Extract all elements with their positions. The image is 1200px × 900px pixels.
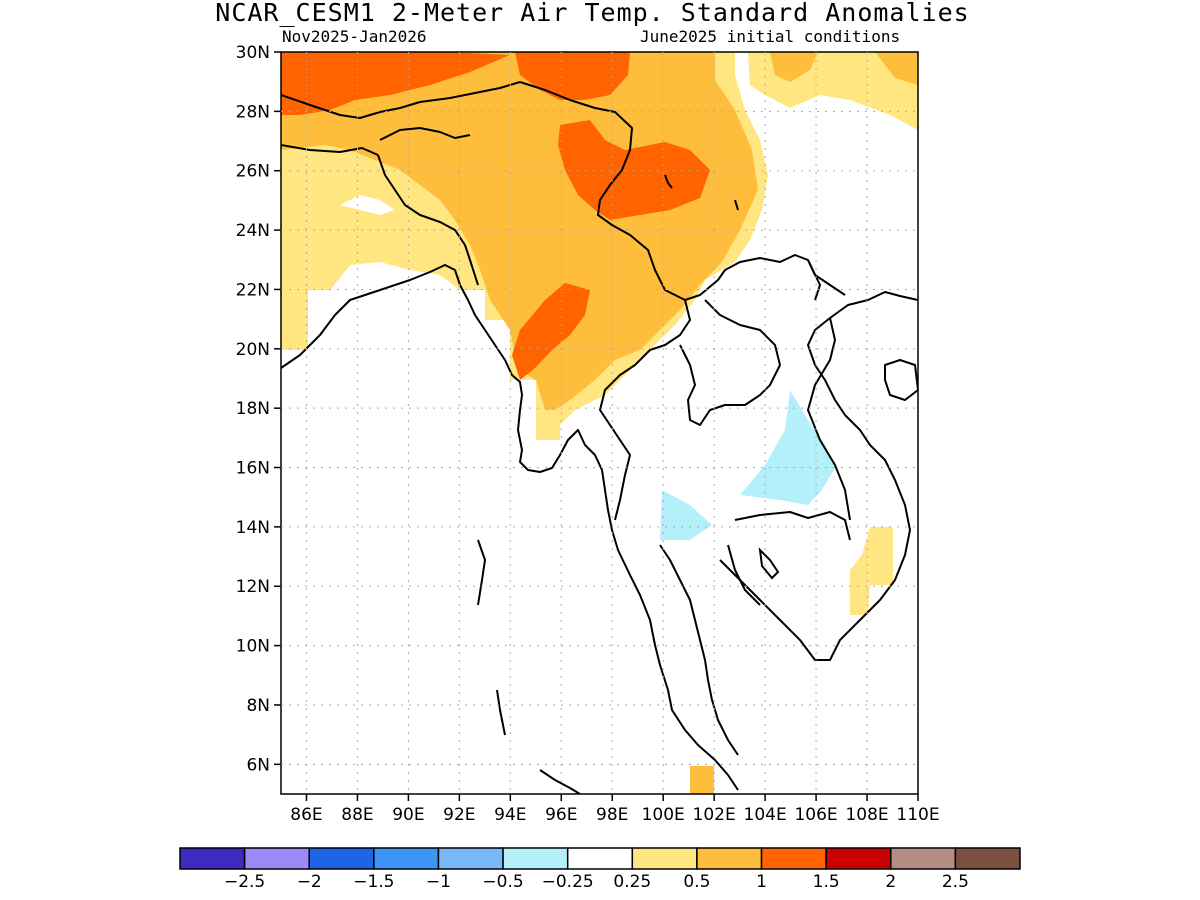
colorbar-swatch	[825, 847, 892, 870]
colorbar-swatch	[890, 847, 957, 870]
coastline-india-bangladesh	[281, 264, 739, 791]
colorbar-swatch	[954, 847, 1021, 870]
fill-1-5-to-2-north	[515, 52, 630, 100]
lat-tick-label: 12N	[236, 577, 270, 597]
border-laos	[679, 254, 846, 426]
colorbar-label: −0.5	[482, 872, 523, 892]
lon-tick-label: 90E	[392, 805, 424, 825]
colorbar-swatch	[179, 847, 246, 870]
colorbar-swatch	[373, 847, 440, 870]
colorbar-label: 2.5	[942, 872, 969, 892]
border-bangladesh	[377, 154, 479, 286]
lon-tick-label: 92E	[443, 805, 475, 825]
island-feature	[664, 174, 673, 189]
colorbar-swatch	[760, 847, 827, 870]
fill-1-to-1-5-peninsula	[690, 766, 714, 794]
lat-tick-label: 26N	[236, 162, 270, 182]
lon-tick-label: 104E	[744, 805, 787, 825]
lat-tick-label: 14N	[236, 518, 270, 538]
colorbar-label: 2	[885, 872, 896, 892]
border-laos-vietnam	[807, 259, 851, 521]
colorbar-label: 0.25	[613, 872, 651, 892]
coastline-andaman	[477, 539, 486, 606]
lon-tick-label: 88E	[341, 805, 373, 825]
colorbar: −2.5 −2 −1.5 −1 −0.5 −0.25 0.25 0.5 1 1.5 2 2.5	[179, 847, 1021, 892]
colorbar-label: 0.5	[683, 872, 710, 892]
colorbar-swatch	[437, 847, 504, 870]
lon-tick-label: 98E	[596, 805, 628, 825]
colorbar-label: −2.5	[224, 872, 265, 892]
coastline-malay	[539, 769, 581, 794]
border-thailand-cambodia	[727, 511, 851, 606]
lat-tick-label: 20N	[236, 340, 270, 360]
border-bhutan	[379, 127, 471, 141]
island-feature	[734, 199, 739, 211]
fill-1-5-to-2-south	[512, 283, 590, 380]
initial-conditions: June2025 initial conditions	[640, 27, 901, 46]
lat-tick-label: 10N	[236, 637, 270, 657]
anomaly-fills	[281, 52, 918, 794]
lon-tick-label: 86E	[290, 805, 322, 825]
colorbar-label: 1	[756, 872, 767, 892]
fill-1-to-1-5-ne	[770, 52, 818, 82]
lat-tick-label: 24N	[236, 221, 270, 241]
lon-tick-label: 96E	[545, 805, 577, 825]
lat-tick-label: 28N	[236, 102, 270, 122]
coastline-cambodia-vietnam	[719, 291, 918, 661]
lakes-and-islands	[664, 174, 780, 580]
map-title: NCAR_CESM1 2-Meter Air Temp. Standard An…	[215, 0, 970, 27]
colorbar-label: −1	[426, 872, 451, 892]
border-india-nepal	[281, 144, 379, 156]
fill-1-to-1-5-main	[281, 52, 758, 410]
colorbar-label: 1.5	[813, 872, 840, 892]
coastlines	[281, 81, 918, 794]
lat-tick-label: 18N	[236, 399, 270, 419]
lat-tick-label: 22N	[236, 280, 270, 300]
lon-tick-label: 108E	[845, 805, 888, 825]
coastline-hainan	[884, 359, 918, 401]
colorbar-swatch	[631, 847, 698, 870]
lon-tick-label: 110E	[896, 805, 939, 825]
colorbar-label: −0.25	[542, 872, 594, 892]
map-frame	[280, 51, 919, 795]
coastline-thai-gulf	[659, 544, 739, 756]
fill-1-5-to-2-central	[558, 120, 710, 220]
fill-1-to-1-5-ne2	[875, 52, 918, 85]
fill-white-gap-bangladesh	[340, 195, 395, 215]
axis-labels: 30N 28N 26N 24N 22N 20N 18N 16N 14N 12N 10N 8N 6N 86E…	[236, 43, 940, 825]
forecast-period: Nov2025-Jan2026	[282, 27, 427, 46]
lon-tick-label: 100E	[642, 805, 685, 825]
border-myanmar-thailand	[599, 299, 691, 521]
fill-white-gap-north	[735, 52, 748, 85]
lon-tick-label: 106E	[794, 805, 837, 825]
colorbar-label: −2	[297, 872, 322, 892]
colorbar-swatch	[502, 847, 569, 870]
colorbar-swatch	[566, 847, 634, 870]
colorbar-swatch	[696, 847, 763, 870]
lat-tick-label: 30N	[236, 43, 270, 63]
fill-1-5-to-2-nw	[281, 52, 510, 115]
lake-tonle-sap	[758, 547, 780, 580]
colorbar-swatch	[308, 847, 375, 870]
lat-tick-label: 16N	[236, 459, 270, 479]
lat-tick-label: 8N	[246, 696, 270, 716]
coastline-nicobar	[496, 689, 506, 736]
lon-tick-label: 94E	[494, 805, 526, 825]
lat-tick-label: 6N	[246, 755, 270, 775]
lon-tick-label: 102E	[693, 805, 736, 825]
fill-neg-0-25-lower	[660, 490, 712, 540]
fill-neg-0-25-upper	[740, 390, 835, 505]
colorbar-swatch	[243, 847, 310, 870]
border-myanmar-west	[519, 81, 726, 301]
colorbar-label: −1.5	[353, 872, 394, 892]
fill-0-5-to-1-coast	[850, 527, 893, 615]
